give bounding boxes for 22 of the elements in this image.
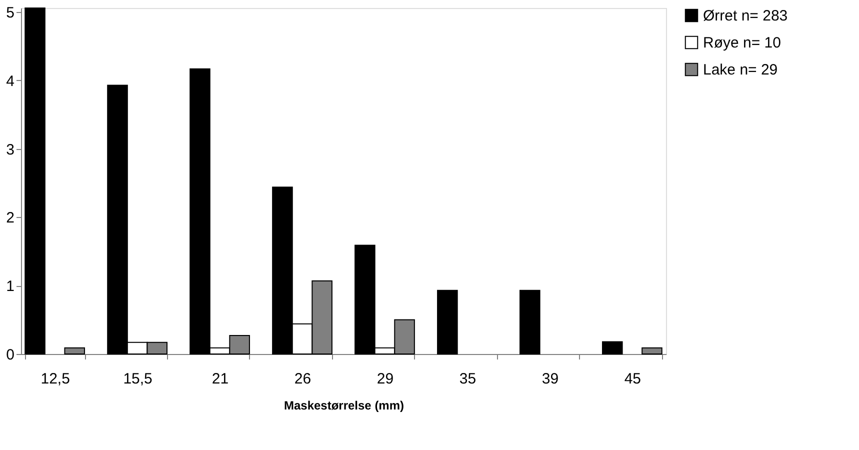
bar <box>437 290 458 354</box>
x-tick-label: 39 <box>542 370 559 388</box>
y-tick-label: 2 <box>6 210 14 227</box>
y-tick-label: 1 <box>6 278 14 296</box>
bar <box>24 8 46 354</box>
legend-label: Røye n= 10 <box>703 34 781 52</box>
x-tick-label: 12,5 <box>40 370 70 388</box>
legend-label: Lake n= 29 <box>703 62 778 78</box>
x-tick-label: 45 <box>624 370 642 388</box>
x-axis-title: Maskestørrelse (mm) <box>284 398 404 412</box>
y-tick-label: 5 <box>6 4 14 22</box>
y-tick-label: 0 <box>6 346 14 364</box>
x-tick-label: 26 <box>294 370 312 388</box>
x-tick-label: 21 <box>212 370 229 388</box>
y-tick-label: 4 <box>6 72 14 90</box>
x-tick-label: 35 <box>459 370 476 388</box>
bar <box>602 341 623 354</box>
x-tick-label: 15,5 <box>123 370 152 388</box>
legend-label: Ørret n= 283 <box>703 8 788 24</box>
y-tick-label: 3 <box>6 141 14 158</box>
bar <box>520 290 540 354</box>
x-tick-label: 29 <box>376 370 394 388</box>
